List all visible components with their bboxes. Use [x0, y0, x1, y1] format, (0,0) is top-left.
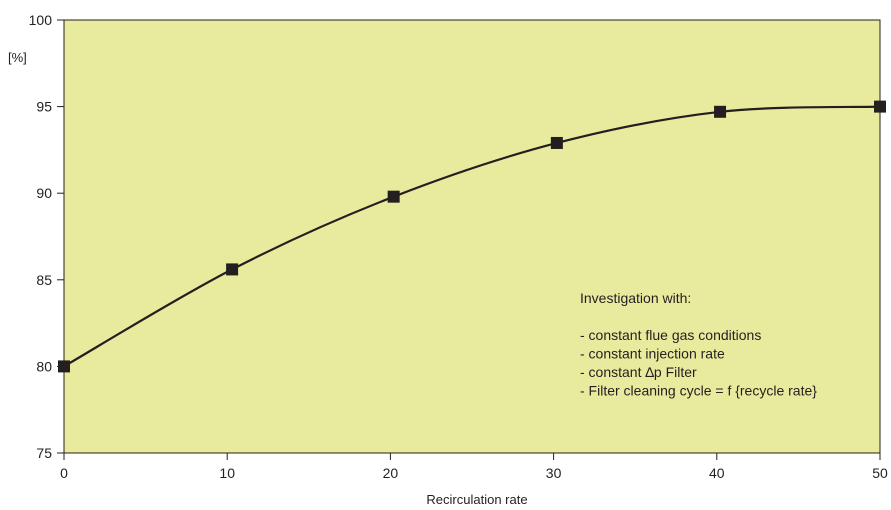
x-axis-label: Recirculation rate: [426, 492, 527, 507]
x-tick-label: 20: [383, 465, 399, 481]
annotation-line: - constant injection rate: [580, 346, 725, 362]
y-tick-label: 90: [36, 185, 52, 201]
y-tick-label: 100: [29, 12, 53, 28]
data-point-marker: [551, 137, 563, 149]
annotation-line: - constant ∆p Filter: [580, 364, 697, 380]
y-axis-label: [%]: [8, 50, 27, 65]
y-tick-label: 75: [36, 445, 52, 461]
data-point-marker: [388, 191, 400, 203]
y-tick-label: 80: [36, 358, 52, 374]
annotation-line: - constant flue gas conditions: [580, 327, 761, 343]
data-point-marker: [874, 101, 886, 113]
x-tick-label: 0: [60, 465, 68, 481]
annotation-line: - Filter cleaning cycle = f {recycle rat…: [580, 383, 817, 399]
x-tick-label: 30: [546, 465, 562, 481]
data-point-marker: [58, 360, 70, 372]
x-tick-label: 10: [219, 465, 235, 481]
x-tick-label: 50: [872, 465, 888, 481]
annotation-line: Investigation with:: [580, 290, 691, 306]
y-tick-label: 85: [36, 272, 52, 288]
data-point-marker: [226, 263, 238, 275]
x-tick-label: 40: [709, 465, 725, 481]
data-point-marker: [714, 106, 726, 118]
y-tick-label: 95: [36, 99, 52, 115]
